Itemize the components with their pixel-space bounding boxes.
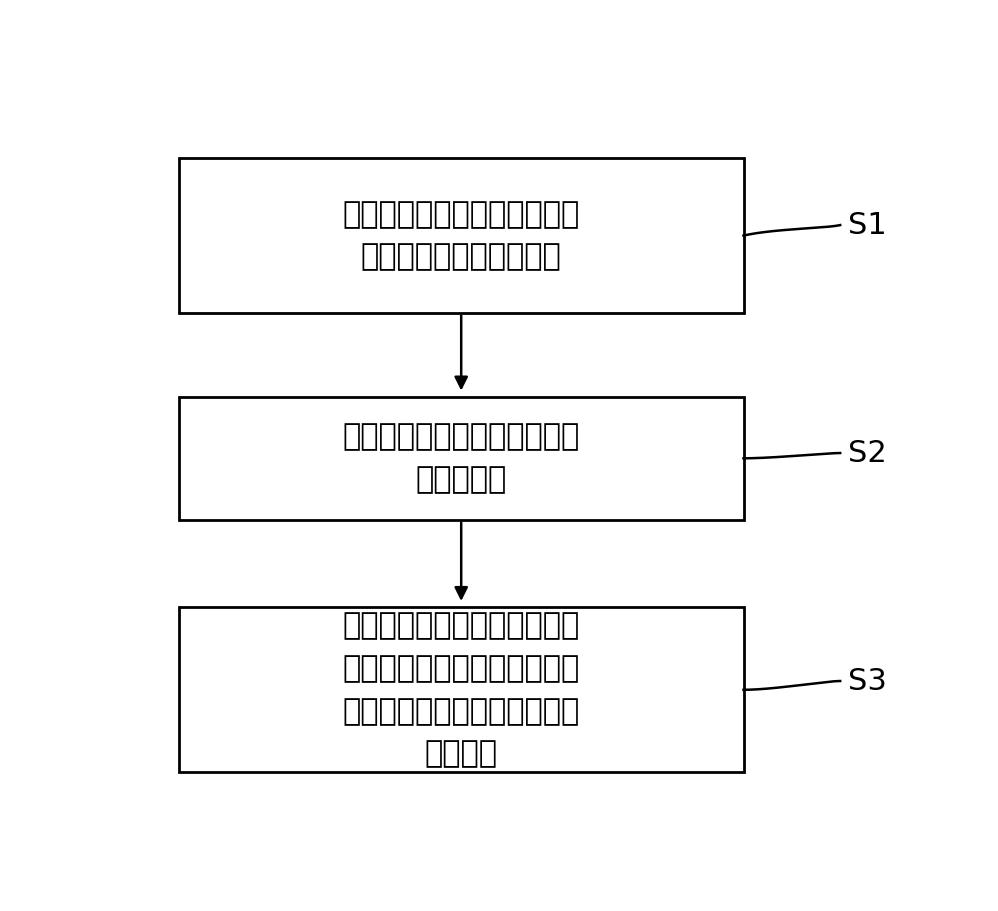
Text: S3: S3 [848,667,887,695]
Text: S2: S2 [848,438,886,467]
Text: 响应于机械臂的工作模式完成
切换，产生初始提示信号: 响应于机械臂的工作模式完成 切换，产生初始提示信号 [342,200,580,271]
Text: S1: S1 [848,210,886,240]
Text: 根据所述初始提示信号生成电
机驱动信号: 根据所述初始提示信号生成电 机驱动信号 [342,423,580,494]
Bar [179,608,744,773]
Text: 使用所述电机驱动信号驱动所
述机械臂的电机产生提示声音
以提示所述机械臂的工作模式
完成切换: 使用所述电机驱动信号驱动所 述机械臂的电机产生提示声音 以提示所述机械臂的工作模… [342,611,580,769]
Bar [179,397,744,519]
Bar [179,159,744,312]
